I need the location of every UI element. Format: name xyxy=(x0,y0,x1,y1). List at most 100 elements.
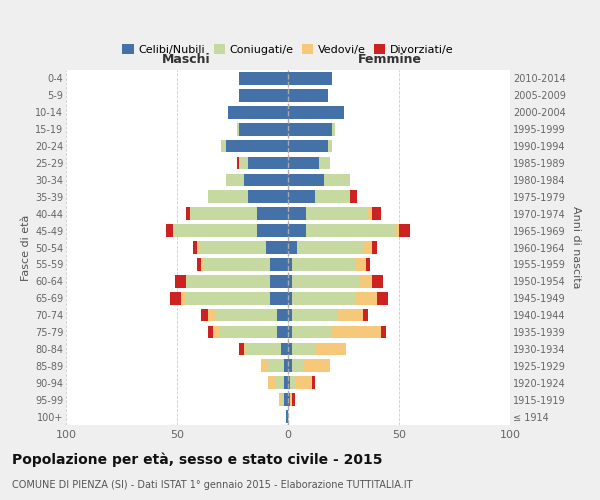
Bar xyxy=(197,258,288,270)
Bar xyxy=(288,376,314,389)
Bar xyxy=(248,156,288,170)
Bar xyxy=(262,360,288,372)
Bar xyxy=(208,190,288,203)
Bar xyxy=(237,123,288,136)
Bar xyxy=(228,106,288,118)
Bar xyxy=(208,190,288,203)
Bar xyxy=(288,241,297,254)
Bar xyxy=(288,258,355,270)
Bar xyxy=(237,123,288,136)
Bar xyxy=(277,309,288,322)
Bar xyxy=(288,309,368,322)
Bar xyxy=(288,106,343,118)
Bar xyxy=(197,241,288,254)
Bar xyxy=(288,156,330,170)
Bar xyxy=(226,174,288,186)
Bar xyxy=(239,72,288,85)
Bar xyxy=(288,342,292,355)
Bar xyxy=(246,342,288,355)
Bar xyxy=(199,241,288,254)
Bar xyxy=(239,123,288,136)
Bar xyxy=(288,241,373,254)
Bar xyxy=(193,241,288,254)
Bar xyxy=(203,258,288,270)
Bar xyxy=(288,89,328,102)
Bar xyxy=(288,292,355,304)
Bar xyxy=(270,292,288,304)
Bar xyxy=(244,342,288,355)
Bar xyxy=(288,292,377,304)
Bar xyxy=(270,258,288,270)
Bar xyxy=(288,376,295,389)
Bar xyxy=(215,309,288,322)
Bar xyxy=(288,208,306,220)
Bar xyxy=(228,106,288,118)
Bar xyxy=(239,89,288,102)
Bar xyxy=(288,156,330,170)
Bar xyxy=(286,410,288,423)
Bar xyxy=(244,174,288,186)
Bar xyxy=(281,394,288,406)
Bar xyxy=(186,208,288,220)
Text: Femmine: Femmine xyxy=(358,54,422,66)
Bar xyxy=(288,275,373,287)
Bar xyxy=(288,72,332,85)
Bar xyxy=(208,326,288,338)
Bar xyxy=(288,224,399,237)
Bar xyxy=(221,140,288,152)
Bar xyxy=(186,275,288,287)
Bar xyxy=(288,89,328,102)
Bar xyxy=(288,326,386,338)
Bar xyxy=(288,394,290,406)
Bar xyxy=(288,394,290,406)
Bar xyxy=(237,123,288,136)
Bar xyxy=(212,326,288,338)
Bar xyxy=(288,72,332,85)
Bar xyxy=(288,376,290,389)
Bar xyxy=(288,258,370,270)
Bar xyxy=(239,156,288,170)
Bar xyxy=(239,156,288,170)
Bar xyxy=(288,275,383,287)
Bar xyxy=(288,258,366,270)
Bar xyxy=(288,174,350,186)
Bar xyxy=(221,140,288,152)
Bar xyxy=(288,140,332,152)
Bar xyxy=(288,140,332,152)
Bar xyxy=(173,224,288,237)
Legend: Celibi/Nubili, Coniugati/e, Vedovi/e, Divorziati/e: Celibi/Nubili, Coniugati/e, Vedovi/e, Di… xyxy=(118,40,458,60)
Bar xyxy=(288,394,295,406)
Bar xyxy=(288,360,292,372)
Bar xyxy=(288,224,395,237)
Bar xyxy=(288,275,292,287)
Bar xyxy=(288,342,314,355)
Bar xyxy=(173,224,288,237)
Bar xyxy=(288,292,388,304)
Bar xyxy=(226,174,288,186)
Text: COMUNE DI PIENZA (SI) - Dati ISTAT 1° gennaio 2015 - Elaborazione TUTTITALIA.IT: COMUNE DI PIENZA (SI) - Dati ISTAT 1° ge… xyxy=(12,480,413,490)
Bar xyxy=(288,123,332,136)
Bar xyxy=(288,208,368,220)
Bar xyxy=(288,292,292,304)
Bar xyxy=(288,309,337,322)
Bar xyxy=(288,394,292,406)
Bar xyxy=(257,224,288,237)
Bar xyxy=(228,106,288,118)
Bar xyxy=(239,89,288,102)
Bar xyxy=(288,190,350,203)
Bar xyxy=(268,376,288,389)
Bar xyxy=(288,190,314,203)
Text: Maschi: Maschi xyxy=(161,54,210,66)
Bar xyxy=(239,72,288,85)
Bar xyxy=(228,106,288,118)
Bar xyxy=(190,208,288,220)
Bar xyxy=(190,208,288,220)
Bar xyxy=(181,292,288,304)
Bar xyxy=(266,241,288,254)
Bar xyxy=(170,292,288,304)
Bar xyxy=(279,394,288,406)
Bar xyxy=(288,156,319,170)
Bar xyxy=(288,360,330,372)
Bar xyxy=(277,326,288,338)
Bar xyxy=(279,394,288,406)
